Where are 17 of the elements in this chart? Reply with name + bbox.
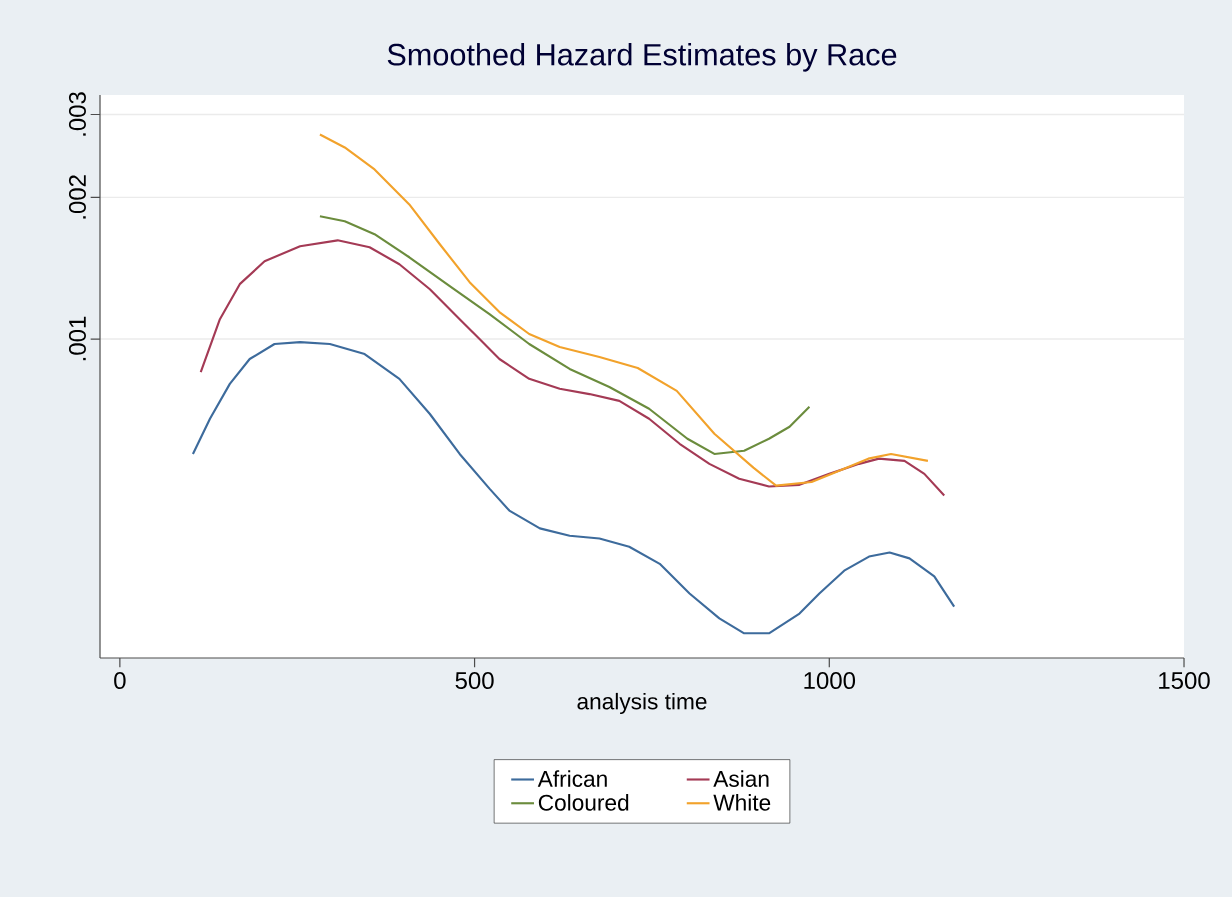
x-tick-label: 0 (114, 672, 126, 690)
x-tick-label: 500 (455, 672, 494, 690)
x-tick-label: 1000 (804, 672, 856, 690)
x-tick-label: 1500 (1159, 672, 1210, 690)
chart-title: Smoothed Hazard Estimates by Race (387, 43, 897, 72)
line-series (318, 133, 929, 487)
y-tick-label: .001 (68, 316, 86, 361)
legend-label: White (713, 794, 771, 811)
y-tick-label: .002 (68, 175, 86, 219)
y-tick-label: .003 (68, 92, 86, 136)
line-series (191, 341, 956, 635)
legend-label: Coloured (538, 794, 629, 811)
line-series (318, 215, 811, 456)
legend-label: Asian (713, 770, 769, 787)
legend-label: African (537, 770, 607, 787)
line-series (199, 239, 946, 497)
x-axis-title: analysis time (577, 692, 707, 715)
